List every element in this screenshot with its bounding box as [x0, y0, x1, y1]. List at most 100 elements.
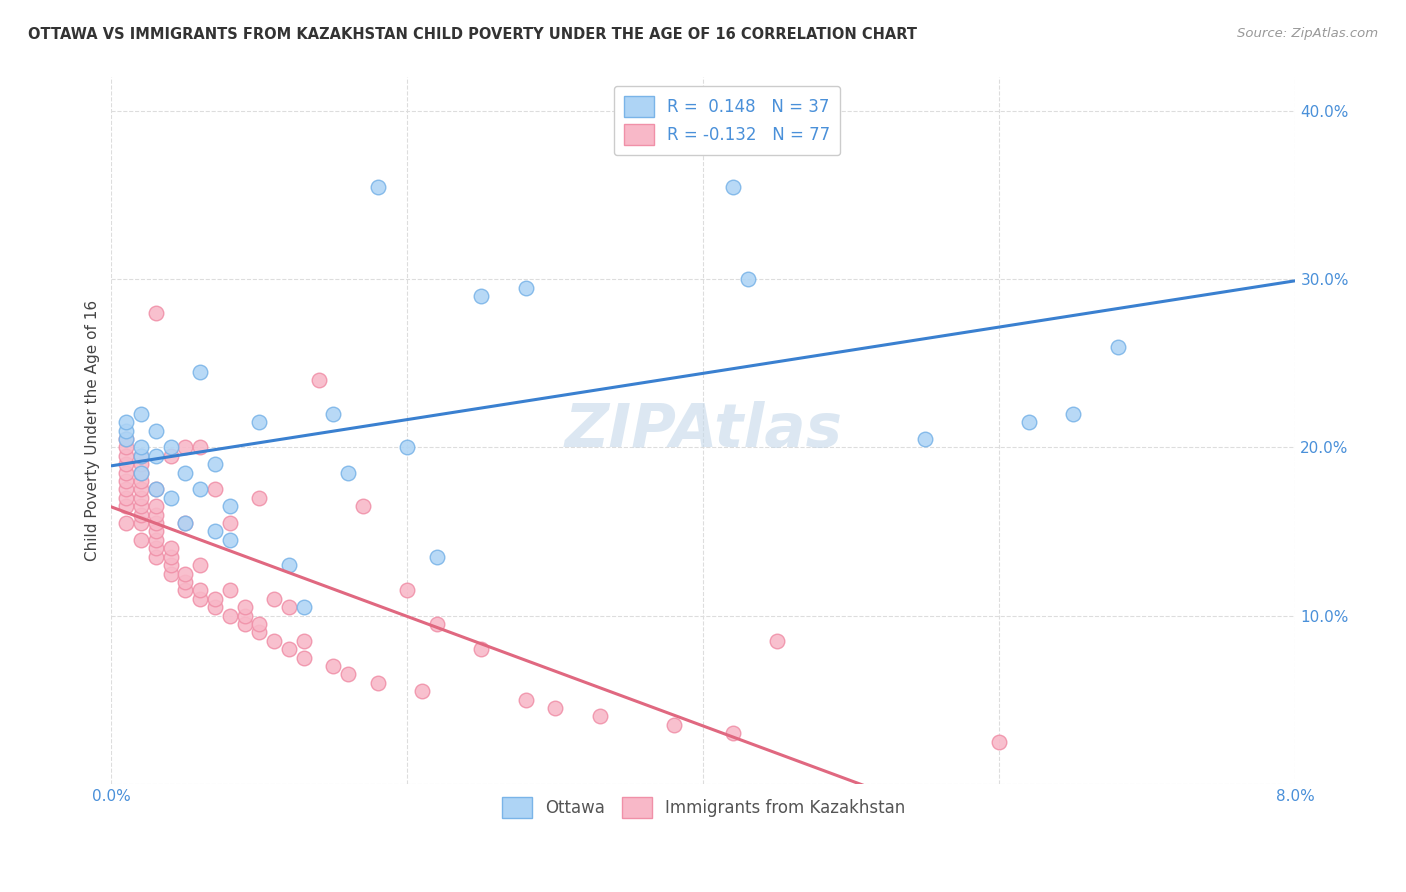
- Point: [129, 483, 152, 497]
- Point: [129, 500, 152, 514]
- Point: [115, 449, 138, 463]
- Point: [115, 432, 138, 446]
- Point: [249, 415, 271, 429]
- Point: [1062, 407, 1084, 421]
- Point: [263, 633, 285, 648]
- Point: [426, 549, 449, 564]
- Point: [174, 516, 197, 530]
- Point: [1018, 415, 1040, 429]
- Point: [129, 533, 152, 547]
- Point: [188, 441, 211, 455]
- Point: [766, 633, 789, 648]
- Point: [129, 407, 152, 421]
- Point: [426, 617, 449, 632]
- Point: [204, 524, 226, 539]
- Point: [159, 566, 181, 581]
- Point: [1107, 339, 1129, 353]
- Point: [233, 617, 256, 632]
- Point: [233, 600, 256, 615]
- Point: [115, 474, 138, 488]
- Point: [129, 441, 152, 455]
- Point: [129, 491, 152, 505]
- Point: [278, 558, 301, 573]
- Point: [115, 457, 138, 471]
- Point: [115, 491, 138, 505]
- Point: [159, 541, 181, 556]
- Point: [337, 466, 360, 480]
- Point: [396, 441, 419, 455]
- Text: ZIPAtlas: ZIPAtlas: [564, 401, 842, 460]
- Point: [249, 617, 271, 632]
- Point: [145, 524, 167, 539]
- Point: [292, 600, 315, 615]
- Point: [115, 483, 138, 497]
- Point: [515, 280, 537, 294]
- Point: [174, 566, 197, 581]
- Point: [218, 608, 240, 623]
- Point: [174, 583, 197, 598]
- Point: [914, 432, 936, 446]
- Point: [115, 441, 138, 455]
- Point: [145, 549, 167, 564]
- Point: [292, 633, 315, 648]
- Point: [174, 574, 197, 589]
- Point: [145, 306, 167, 320]
- Point: [322, 659, 344, 673]
- Text: Source: ZipAtlas.com: Source: ZipAtlas.com: [1237, 27, 1378, 40]
- Point: [188, 558, 211, 573]
- Point: [396, 583, 419, 598]
- Point: [204, 483, 226, 497]
- Point: [129, 449, 152, 463]
- Point: [249, 491, 271, 505]
- Point: [218, 583, 240, 598]
- Point: [544, 701, 567, 715]
- Point: [115, 500, 138, 514]
- Point: [145, 508, 167, 522]
- Point: [159, 491, 181, 505]
- Point: [188, 591, 211, 606]
- Point: [145, 541, 167, 556]
- Point: [145, 483, 167, 497]
- Point: [174, 466, 197, 480]
- Point: [115, 415, 138, 429]
- Point: [352, 500, 374, 514]
- Point: [721, 726, 744, 740]
- Point: [159, 449, 181, 463]
- Point: [129, 466, 152, 480]
- Point: [218, 500, 240, 514]
- Point: [337, 667, 360, 681]
- Point: [115, 516, 138, 530]
- Point: [204, 600, 226, 615]
- Point: [145, 483, 167, 497]
- Point: [174, 441, 197, 455]
- Point: [249, 625, 271, 640]
- Point: [619, 129, 641, 144]
- Point: [589, 709, 612, 723]
- Point: [322, 407, 344, 421]
- Point: [515, 692, 537, 706]
- Point: [145, 533, 167, 547]
- Legend: Ottawa, Immigrants from Kazakhstan: Ottawa, Immigrants from Kazakhstan: [495, 790, 912, 825]
- Point: [662, 718, 685, 732]
- Point: [218, 516, 240, 530]
- Point: [129, 474, 152, 488]
- Point: [115, 424, 138, 438]
- Point: [188, 583, 211, 598]
- Point: [233, 608, 256, 623]
- Point: [129, 466, 152, 480]
- Y-axis label: Child Poverty Under the Age of 16: Child Poverty Under the Age of 16: [86, 300, 100, 561]
- Point: [145, 424, 167, 438]
- Point: [411, 684, 433, 698]
- Point: [470, 289, 492, 303]
- Point: [308, 373, 330, 387]
- Point: [129, 457, 152, 471]
- Point: [367, 179, 389, 194]
- Point: [188, 365, 211, 379]
- Point: [278, 642, 301, 657]
- Point: [292, 650, 315, 665]
- Point: [145, 516, 167, 530]
- Point: [115, 466, 138, 480]
- Point: [721, 179, 744, 194]
- Point: [145, 500, 167, 514]
- Point: [367, 676, 389, 690]
